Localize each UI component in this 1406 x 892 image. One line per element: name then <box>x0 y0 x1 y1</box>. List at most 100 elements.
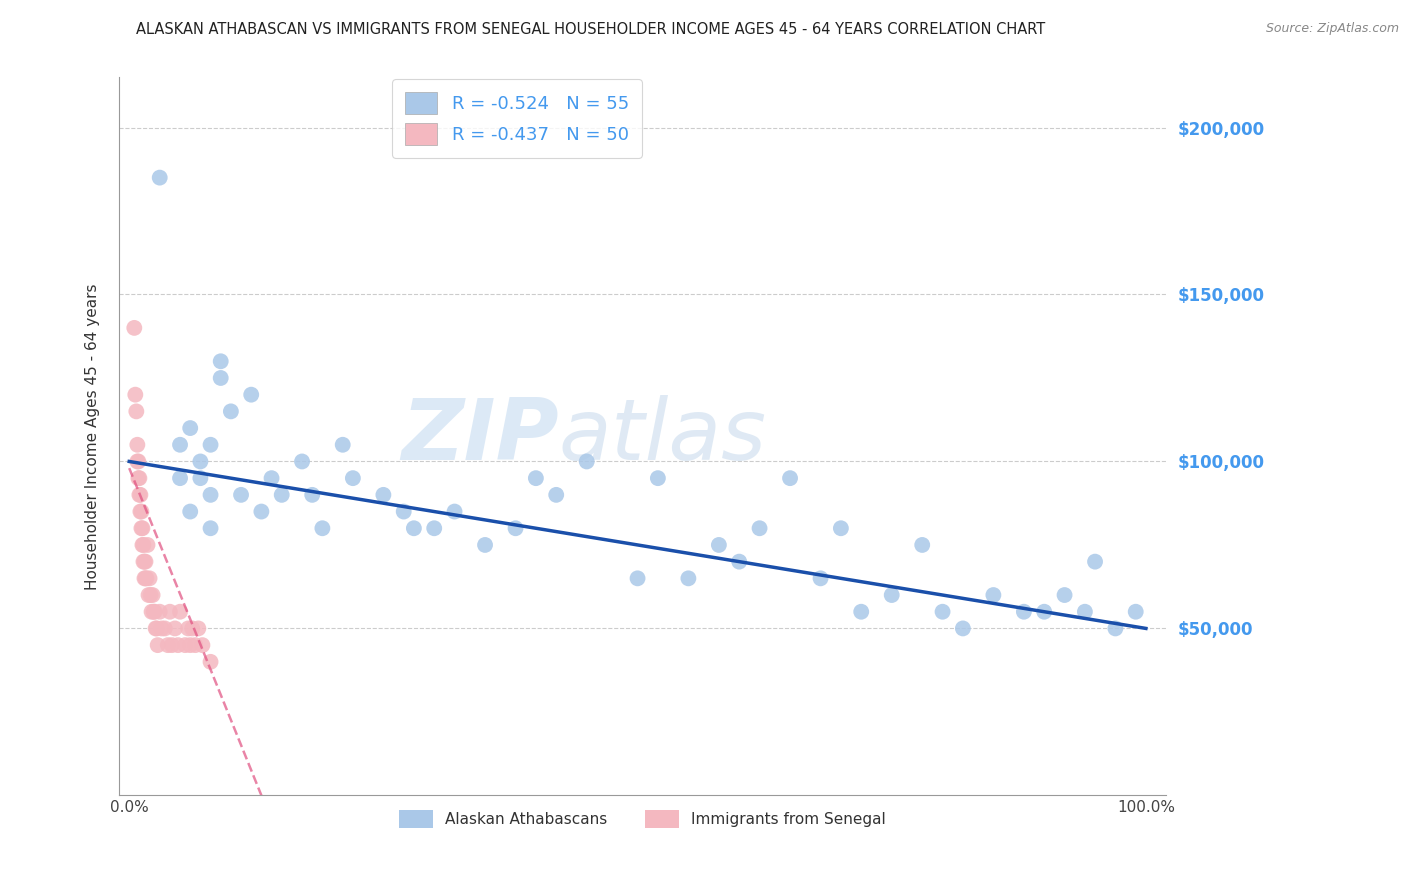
Point <box>524 471 547 485</box>
Point <box>311 521 333 535</box>
Point <box>127 438 149 452</box>
Point <box>134 555 156 569</box>
Text: ZIP: ZIP <box>401 395 558 478</box>
Point <box>160 638 183 652</box>
Point <box>169 471 191 485</box>
Point <box>209 354 232 368</box>
Point <box>575 454 598 468</box>
Point <box>127 454 149 468</box>
Point <box>260 471 283 485</box>
Point <box>392 504 415 518</box>
Point <box>134 571 156 585</box>
Point <box>190 454 212 468</box>
Point <box>191 638 214 652</box>
Point <box>131 538 153 552</box>
Point <box>200 521 222 535</box>
Point <box>145 622 167 636</box>
Point <box>332 438 354 452</box>
Point <box>167 638 190 652</box>
Point <box>830 521 852 535</box>
Point <box>184 638 207 652</box>
Point <box>209 371 232 385</box>
Point <box>200 488 222 502</box>
Point <box>402 521 425 535</box>
Point <box>153 622 176 636</box>
Point <box>156 638 179 652</box>
Point <box>131 504 153 518</box>
Point <box>138 571 160 585</box>
Point <box>179 638 201 652</box>
Point <box>128 488 150 502</box>
Point <box>200 655 222 669</box>
Point <box>1084 555 1107 569</box>
Point <box>138 588 160 602</box>
Point <box>136 538 159 552</box>
Point <box>127 471 149 485</box>
Point <box>678 571 700 585</box>
Point <box>124 387 146 401</box>
Point <box>779 471 801 485</box>
Point <box>505 521 527 535</box>
Point <box>146 638 169 652</box>
Point <box>127 454 149 468</box>
Point <box>851 605 873 619</box>
Point <box>474 538 496 552</box>
Point <box>132 538 155 552</box>
Point <box>229 488 252 502</box>
Legend: Alaskan Athabascans, Immigrants from Senegal: Alaskan Athabascans, Immigrants from Sen… <box>394 804 893 834</box>
Point <box>373 488 395 502</box>
Point <box>291 454 314 468</box>
Point <box>149 170 172 185</box>
Point <box>145 622 167 636</box>
Point <box>134 555 156 569</box>
Point <box>187 622 209 636</box>
Point <box>159 605 181 619</box>
Point <box>270 488 292 502</box>
Point <box>546 488 568 502</box>
Point <box>135 571 157 585</box>
Point <box>250 504 273 518</box>
Point <box>179 421 201 435</box>
Point <box>952 622 974 636</box>
Point <box>626 571 648 585</box>
Point <box>931 605 953 619</box>
Point <box>647 471 669 485</box>
Point <box>342 471 364 485</box>
Point <box>1125 605 1147 619</box>
Point <box>131 521 153 535</box>
Point <box>132 555 155 569</box>
Point <box>200 438 222 452</box>
Point <box>707 538 730 552</box>
Point <box>1012 605 1035 619</box>
Point <box>142 588 165 602</box>
Point <box>1074 605 1097 619</box>
Y-axis label: Householder Income Ages 45 - 64 years: Householder Income Ages 45 - 64 years <box>86 283 100 590</box>
Point <box>911 538 934 552</box>
Point <box>149 605 172 619</box>
Point <box>142 605 165 619</box>
Point <box>301 488 323 502</box>
Point <box>190 471 212 485</box>
Point <box>1033 605 1056 619</box>
Point <box>163 622 186 636</box>
Point <box>129 488 152 502</box>
Point <box>169 605 191 619</box>
Point <box>129 504 152 518</box>
Point <box>139 588 162 602</box>
Point <box>128 471 150 485</box>
Point <box>174 638 197 652</box>
Point <box>728 555 751 569</box>
Point <box>177 622 200 636</box>
Text: atlas: atlas <box>558 395 766 478</box>
Point <box>179 504 201 518</box>
Point <box>131 521 153 535</box>
Text: Source: ZipAtlas.com: Source: ZipAtlas.com <box>1265 22 1399 36</box>
Point <box>181 622 204 636</box>
Text: ALASKAN ATHABASCAN VS IMMIGRANTS FROM SENEGAL HOUSEHOLDER INCOME AGES 45 - 64 YE: ALASKAN ATHABASCAN VS IMMIGRANTS FROM SE… <box>136 22 1045 37</box>
Point <box>748 521 770 535</box>
Point <box>150 622 173 636</box>
Point <box>143 605 166 619</box>
Point <box>423 521 446 535</box>
Point <box>240 387 263 401</box>
Point <box>443 504 465 518</box>
